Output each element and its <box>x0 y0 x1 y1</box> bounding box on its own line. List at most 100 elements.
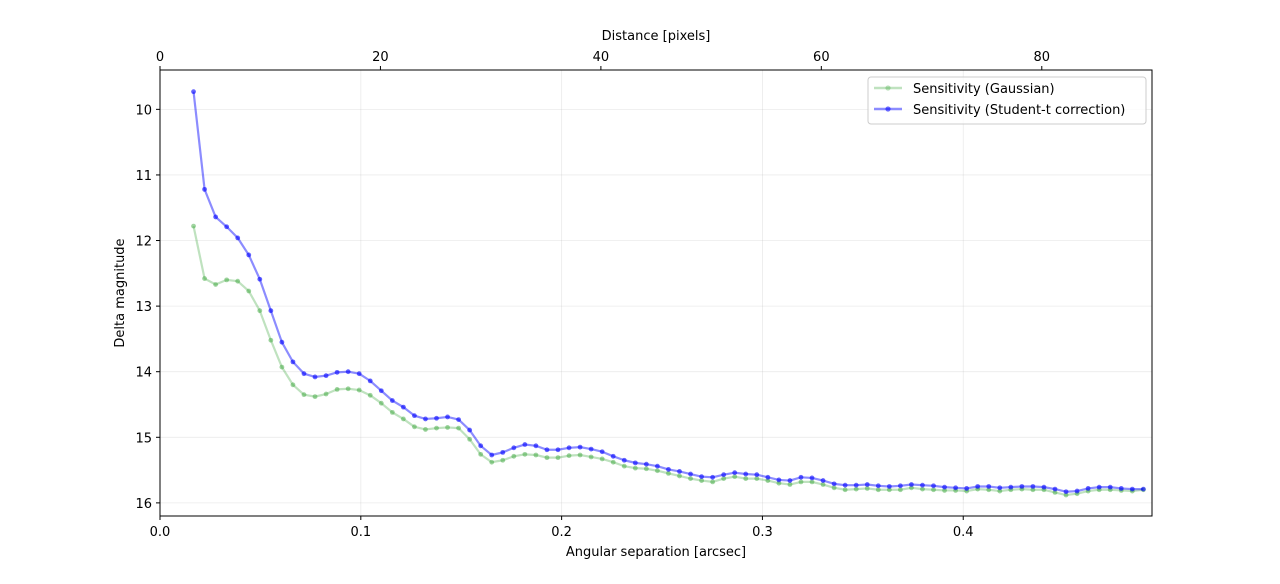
data-point-gaussian <box>467 436 473 442</box>
data-point-gaussian <box>312 394 318 400</box>
data-point-gaussian <box>743 476 749 482</box>
data-point-student-t <box>942 484 947 490</box>
data-point-student-t <box>213 214 219 220</box>
legend: Sensitivity (Gaussian) Sensitivity (Stud… <box>867 76 1147 125</box>
data-point-student-t <box>710 474 716 480</box>
data-point-gaussian <box>489 459 495 465</box>
top-x-tick-label: 0 <box>156 50 164 65</box>
data-point-student-t <box>732 470 738 476</box>
data-point-student-t <box>931 483 936 489</box>
y-tick-label: 15 <box>135 431 152 446</box>
data-point-student-t <box>820 478 826 483</box>
data-point-gaussian <box>522 451 528 457</box>
y-tick-label: 11 <box>135 169 152 184</box>
data-point-gaussian <box>655 468 660 474</box>
series-layer <box>191 89 1146 498</box>
data-point-gaussian <box>555 455 561 461</box>
series-gaussian <box>191 223 1146 498</box>
data-point-gaussian <box>334 387 340 392</box>
data-point-student-t <box>367 378 373 384</box>
data-point-student-t <box>798 474 804 480</box>
x-tick-label: 0.2 <box>551 525 572 540</box>
data-point-student-t <box>743 471 749 477</box>
data-point-student-t <box>599 449 605 455</box>
data-point-student-t <box>312 374 318 380</box>
data-point-student-t <box>953 485 959 491</box>
data-point-student-t <box>864 482 870 487</box>
data-point-gaussian <box>732 474 738 480</box>
data-point-student-t <box>334 369 340 375</box>
data-point-gaussian <box>566 453 572 459</box>
data-point-gaussian <box>301 392 307 398</box>
data-point-student-t <box>1063 489 1069 495</box>
data-point-student-t <box>555 447 561 453</box>
data-point-gaussian <box>356 387 362 393</box>
data-point-gaussian <box>345 386 351 392</box>
data-point-student-t <box>986 484 992 489</box>
data-point-student-t <box>279 339 285 345</box>
legend-marker-student-t <box>885 106 891 112</box>
data-point-gaussian <box>533 452 539 458</box>
data-point-student-t <box>378 388 384 394</box>
data-point-student-t <box>643 461 649 467</box>
data-point-student-t <box>909 482 914 487</box>
data-point-student-t <box>621 457 627 463</box>
data-point-student-t <box>1096 484 1102 490</box>
data-point-student-t <box>1030 484 1036 489</box>
data-point-student-t <box>886 484 892 489</box>
data-point-student-t <box>456 417 461 422</box>
data-point-student-t <box>842 482 848 488</box>
data-point-gaussian <box>831 485 837 491</box>
data-point-student-t <box>522 442 528 447</box>
data-point-student-t <box>975 484 981 489</box>
data-point-student-t <box>699 474 704 480</box>
data-point-student-t <box>500 449 506 455</box>
data-point-gaussian <box>257 308 263 314</box>
y-axis: 10 11 12 13 14 15 16 <box>135 103 160 512</box>
data-point-student-t <box>412 413 417 419</box>
data-point-student-t <box>997 485 1003 491</box>
plot-frame <box>159 69 1153 517</box>
legend-marker-gaussian <box>885 85 891 91</box>
data-point-student-t <box>544 447 550 453</box>
data-point-gaussian <box>798 479 804 485</box>
data-point-student-t <box>235 235 241 241</box>
data-point-gaussian <box>909 485 914 491</box>
data-point-gaussian <box>445 425 450 430</box>
data-point-student-t <box>776 477 782 483</box>
data-point-gaussian <box>246 288 252 294</box>
top-x-axis: 0 20 40 60 80 <box>156 50 1050 70</box>
y-tick-label: 12 <box>135 235 152 250</box>
data-point-student-t <box>511 445 517 451</box>
data-point-gaussian <box>787 482 793 487</box>
data-point-gaussian <box>710 479 716 485</box>
x-tick-label: 0.1 <box>350 525 371 540</box>
data-point-student-t <box>610 453 616 459</box>
data-point-student-t <box>268 308 274 314</box>
data-point-student-t <box>489 452 495 458</box>
data-point-student-t <box>875 483 881 489</box>
data-point-student-t <box>345 369 351 375</box>
data-point-student-t <box>787 478 793 483</box>
data-point-student-t <box>1107 484 1113 490</box>
data-point-student-t <box>632 460 638 466</box>
data-point-gaussian <box>378 400 384 406</box>
data-point-gaussian <box>577 452 583 458</box>
data-point-student-t <box>566 445 572 451</box>
data-point-student-t <box>754 472 760 478</box>
data-point-student-t <box>445 414 450 420</box>
data-point-gaussian <box>268 337 274 343</box>
data-point-gaussian <box>224 277 230 283</box>
data-point-student-t <box>577 444 583 450</box>
data-point-student-t <box>290 359 296 365</box>
series-line-gaussian <box>192 225 1144 497</box>
data-point-gaussian <box>599 456 605 462</box>
data-point-student-t <box>588 446 594 452</box>
data-point-gaussian <box>666 470 671 476</box>
data-point-student-t <box>1052 486 1058 492</box>
data-point-gaussian <box>323 391 329 397</box>
data-point-student-t <box>257 276 263 282</box>
data-point-student-t <box>246 252 252 258</box>
legend-label-student-t: Sensitivity (Student-t correction) <box>913 103 1125 118</box>
data-point-gaussian <box>842 487 848 493</box>
